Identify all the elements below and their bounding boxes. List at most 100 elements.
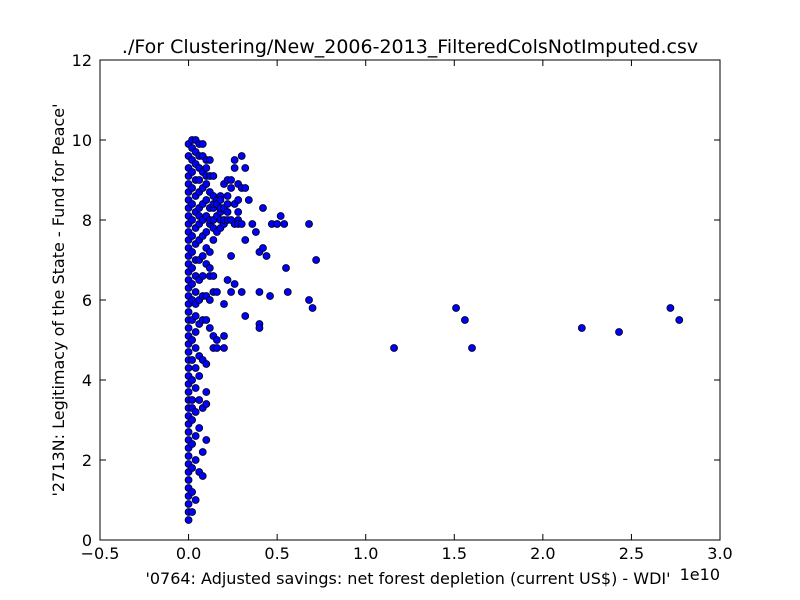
data-point [213,336,221,344]
data-point [223,276,232,284]
data-point [273,220,282,228]
data-point [184,388,193,396]
data-point [251,228,260,236]
data-point [184,452,193,460]
data-point [198,252,207,260]
data-point [213,344,221,352]
x-tick-label: 1.0 [353,544,378,563]
data-point [188,200,197,208]
data-point [308,304,317,312]
data-point [188,280,197,288]
y-tick-label: 0 [82,531,92,550]
data-point [191,328,200,336]
data-point [209,272,218,280]
data-point [220,332,228,340]
data-point [577,324,586,332]
data-point [262,252,271,260]
data-point [202,360,211,368]
data-point [198,448,207,456]
data-point [188,396,197,404]
data-point [188,416,197,424]
data-point [220,300,228,308]
data-point [259,204,267,212]
data-point [223,200,232,208]
data-point [468,344,476,352]
data-point [209,236,218,244]
data-point [237,288,246,296]
y-tick-label: 2 [82,451,92,470]
plot-frame [99,59,721,541]
data-point [188,184,197,192]
y-tick-label: 6 [82,291,92,310]
data-point [227,288,235,296]
data-point [184,476,193,484]
data-point [202,180,211,188]
data-point [230,280,239,288]
data-point [230,164,239,172]
axis-ticks: −0.5 0.0 0.5 1.0 1.5 2.0 2.5 3.0 0 2 4 6 8 10 12 [72,51,733,563]
data-point [202,228,211,236]
chart-title: ./For Clustering/New_2006-2013_FilteredC… [122,36,698,58]
data-point [184,308,193,316]
data-point [216,196,225,204]
x-tick-label: 2.0 [530,544,555,563]
data-point [188,248,197,256]
data-point [248,220,257,228]
x-tick-label: 0.0 [176,544,201,563]
data-point [191,364,200,372]
data-point [202,196,211,204]
data-point [188,264,197,272]
data-point [198,272,207,280]
data-point [191,496,200,504]
data-point [312,256,321,264]
data-point [184,500,193,508]
data-point [461,316,469,324]
data-point [195,372,204,380]
data-point [266,292,274,300]
data-point [184,324,193,332]
x-tick-label: 2.5 [619,544,644,563]
data-point [202,400,211,408]
data-point [220,344,228,352]
x-tick-label: −0.5 [81,544,120,563]
data-point [227,184,235,192]
x-tick-label: 3.0 [707,544,732,563]
data-point [195,424,204,432]
data-point [205,296,214,304]
data-point [191,288,200,296]
data-point [241,312,250,320]
x-tick-label: 1.5 [442,544,467,563]
data-point [191,344,200,352]
data-point [615,328,623,336]
y-tick-label: 10 [72,131,92,150]
data-point [209,172,218,180]
data-point [390,344,398,352]
data-point [202,316,211,324]
data-point [191,432,200,440]
data-point [223,208,232,216]
y-tick-label: 12 [72,51,92,70]
y-tick-label: 4 [82,371,92,390]
data-point [188,232,197,240]
data-point [255,288,264,296]
x-tick-label: 0.5 [264,544,289,563]
data-point [184,364,193,372]
data-point [188,376,197,384]
data-point [195,176,204,184]
data-point [227,176,235,184]
data-point [188,508,197,516]
data-point [195,396,204,404]
data-point [184,516,193,524]
data-point [234,196,243,204]
x-offset-label: 1e10 [680,565,720,584]
data-point [305,220,313,228]
data-point [255,324,264,332]
data-point [188,168,197,176]
data-point [227,252,235,260]
data-point [305,296,313,304]
data-point [198,140,207,148]
data-point [205,264,214,272]
data-point [188,464,197,472]
data-point [202,436,211,444]
